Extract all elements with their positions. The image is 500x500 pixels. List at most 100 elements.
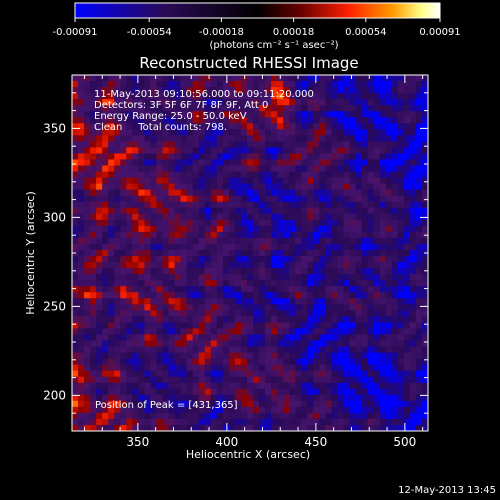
heatmap-cell	[156, 328, 163, 335]
heatmap-cell	[391, 249, 399, 257]
heatmap-cell	[192, 171, 200, 178]
heatmap-cell	[277, 256, 284, 263]
heatmap-cell	[355, 376, 363, 384]
heatmap-cell	[313, 298, 320, 305]
heatmap-cell	[403, 340, 411, 347]
heatmap-cell	[325, 382, 332, 390]
heatmap-cell	[355, 370, 363, 378]
heatmap-cell	[421, 135, 429, 142]
heatmap-cell	[403, 256, 411, 263]
heatmap-cell	[253, 286, 260, 293]
heatmap-cell	[216, 382, 224, 390]
heatmap-cell	[319, 400, 326, 408]
heatmap-cell	[156, 286, 163, 293]
heatmap-cell	[373, 262, 381, 269]
heatmap-cell	[162, 298, 169, 305]
heatmap-cell	[325, 159, 332, 166]
heatmap-cell	[277, 183, 284, 191]
heatmap-cell	[120, 400, 127, 408]
heatmap-cell	[90, 262, 97, 269]
heatmap-cell	[108, 304, 115, 311]
heatmap-cell	[114, 322, 121, 329]
heatmap-cell	[355, 340, 363, 347]
heatmap-cell	[96, 135, 103, 142]
heatmap-cell	[277, 286, 284, 293]
heatmap-cell	[186, 394, 194, 402]
heatmap-cell	[367, 87, 375, 94]
heatmap-cell	[234, 412, 242, 420]
heatmap-cell	[132, 382, 139, 390]
heatmap-cell	[295, 382, 302, 390]
heatmap-cell	[216, 135, 224, 142]
heatmap-cell	[102, 400, 109, 408]
heatmap-cell	[403, 213, 411, 221]
heatmap-cell	[120, 201, 127, 209]
heatmap-cell	[361, 195, 369, 203]
heatmap-cell	[301, 388, 308, 396]
heatmap-cell	[409, 177, 417, 185]
heatmap-cell	[295, 189, 302, 197]
heatmap-cell	[403, 243, 411, 251]
heatmap-cell	[325, 400, 332, 408]
heatmap-cell	[331, 268, 338, 275]
heatmap-cell	[361, 177, 369, 185]
heatmap-cell	[367, 243, 375, 251]
heatmap-cell	[246, 268, 254, 275]
heatmap-cell	[72, 165, 79, 172]
heatmap-cell	[204, 153, 212, 160]
heatmap-cell	[216, 129, 224, 136]
heatmap-cell	[271, 177, 278, 185]
heatmap-cell	[265, 243, 272, 251]
heatmap-cell	[84, 81, 91, 88]
heatmap-cell	[289, 159, 296, 166]
heatmap-cell	[198, 280, 206, 287]
heatmap-cell	[283, 201, 290, 209]
heatmap-cell	[271, 213, 278, 221]
heatmap-cell	[337, 105, 344, 112]
heatmap-cell	[271, 105, 278, 112]
heatmap-cell	[397, 376, 405, 384]
heatmap-cell	[385, 424, 393, 432]
heatmap-cell	[301, 105, 308, 112]
heatmap-cell	[72, 376, 79, 384]
heatmap-cell	[108, 123, 115, 130]
heatmap-cell	[138, 201, 145, 209]
heatmap-cell	[114, 99, 121, 106]
heatmap-cell	[78, 274, 85, 281]
heatmap-cell	[295, 346, 302, 353]
heatmap-cell	[120, 111, 127, 118]
heatmap-cell	[409, 159, 417, 166]
y-tick-label: 200	[43, 388, 66, 402]
heatmap-cell	[265, 298, 272, 305]
heatmap-cell	[192, 394, 200, 402]
heatmap-cell	[271, 189, 278, 197]
heatmap-cell	[355, 412, 363, 420]
heatmap-cell	[78, 334, 85, 341]
heatmap-cell	[397, 177, 405, 185]
heatmap-cell	[403, 117, 411, 124]
heatmap-cell	[343, 135, 350, 142]
heatmap-cell	[265, 340, 272, 347]
heatmap-cell	[240, 256, 248, 263]
heatmap-cell	[126, 334, 133, 341]
heatmap-cell	[84, 310, 91, 317]
heatmap-cell	[90, 75, 97, 82]
heatmap-cell	[331, 81, 338, 88]
heatmap-cell	[319, 159, 326, 166]
heatmap-cell	[337, 346, 344, 353]
heatmap-cell	[301, 322, 308, 329]
heatmap-cell	[355, 225, 363, 233]
heatmap-cell	[409, 268, 417, 275]
heatmap-cell	[385, 195, 393, 203]
heatmap-cell	[126, 93, 133, 100]
heatmap-cell	[259, 237, 266, 245]
heatmap-cell	[379, 358, 387, 366]
heatmap-cell	[96, 195, 103, 203]
heatmap-cell	[319, 322, 326, 329]
heatmap-cell	[144, 340, 151, 347]
heatmap-cell	[367, 328, 375, 335]
heatmap-cell	[403, 334, 411, 341]
heatmap-cell	[271, 322, 278, 329]
heatmap-cell	[84, 328, 91, 335]
heatmap-cell	[126, 219, 133, 227]
